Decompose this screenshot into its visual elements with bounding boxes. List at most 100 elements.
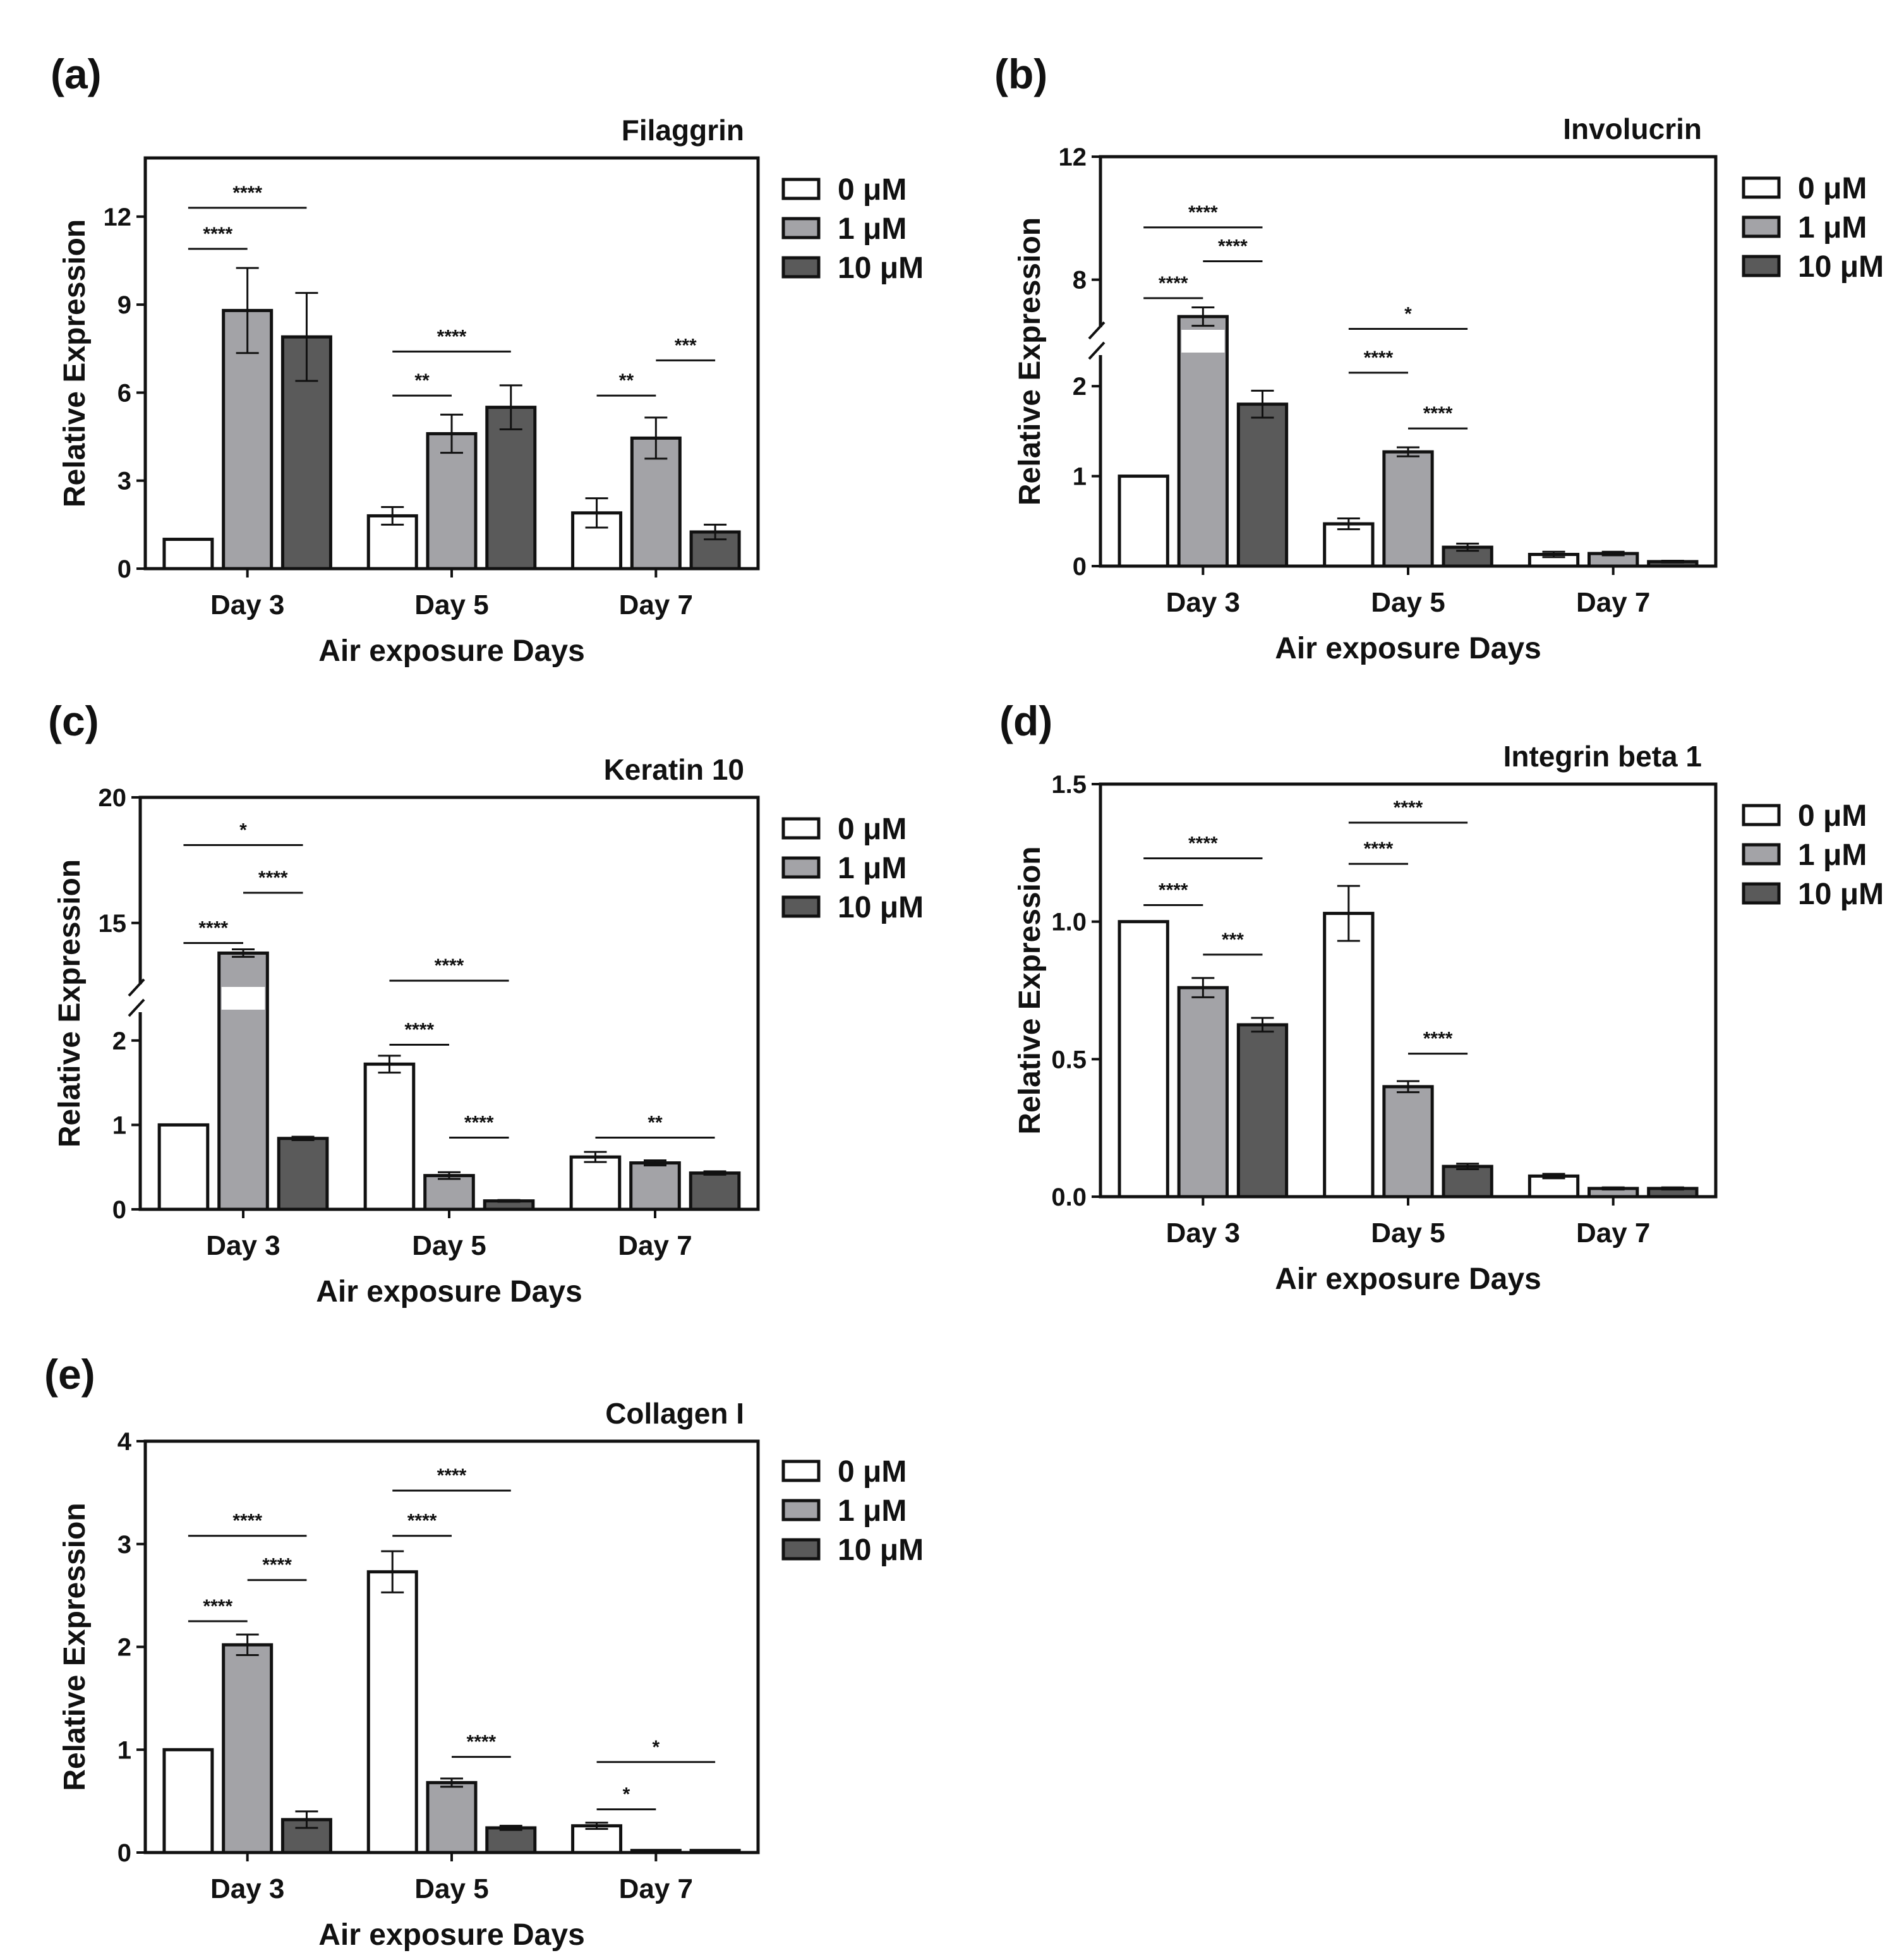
bar [162,1748,214,1854]
chart-filaggrin: (a) Filaggrin 0 3 6 9 12 Day 3 Day 5 Day 7 Air exp… [51,51,924,668]
significance-label: **** [435,955,464,976]
y-tick-label: 8 [1073,267,1087,294]
x-axis-label: Air exposure Days [1275,1262,1541,1296]
y-tick-label: 6 [117,379,131,407]
bar [569,1155,622,1211]
legend-swatch [1742,215,1781,238]
legend-label: 1 μM [838,212,907,246]
significance-label: **** [232,183,262,203]
y-tick-label: 15 [99,910,127,938]
x-tick-label: Day 5 [1371,1218,1445,1249]
significance-label: **** [1159,880,1188,901]
bar [1323,912,1375,1199]
y-tick-label: 0 [1073,553,1087,581]
y-tick-label: 12 [104,203,132,231]
x-tick-label: Day 7 [1576,587,1650,618]
bar [485,406,537,571]
legend-label: 0 μM [838,173,907,207]
chart-title: Filaggrin [622,114,744,147]
x-tick-label: Day 7 [618,1230,692,1261]
y-tick-label: 0.5 [1051,1046,1087,1073]
legend-label: 10 μM [838,1533,924,1567]
axis-break-mark [1088,341,1106,360]
y-tick-label: 1.5 [1051,771,1087,799]
bar-break-gap [1181,330,1225,353]
bar [571,1824,623,1854]
bar [1382,1085,1434,1199]
bar [1382,450,1434,568]
bar [1177,986,1229,1199]
bar [689,1171,741,1211]
legend-label: 1 μM [838,852,907,885]
significance-label: **** [1188,202,1218,223]
significance-label: **** [258,868,288,888]
y-tick-label: 0 [117,1839,131,1867]
axis-break-mark [128,998,145,1017]
x-tick-label: Day 3 [1166,1218,1240,1249]
x-tick-label: Day 5 [414,1873,488,1904]
significance-label: *** [1222,929,1244,950]
legend-swatch [781,856,821,879]
bar [157,1123,210,1211]
y-tick-label: 0 [112,1196,126,1224]
significance-label: **** [1159,273,1188,294]
y-tick-label: 4 [117,1428,132,1456]
y-tick-label: 3 [117,468,131,495]
y-tick-label: 20 [99,784,127,812]
bar [1177,315,1229,568]
significance-label: **** [203,224,232,245]
legend-label: 1 μM [838,1494,907,1528]
significance-label: * [623,1784,630,1805]
x-axis-label: Air exposure Days [318,634,585,668]
axis-break-mark [128,978,145,997]
x-tick-label: Day 3 [1166,587,1240,618]
significance-label: **** [404,1019,434,1040]
y-axis-label: Relative Expression [1013,217,1047,505]
legend-swatch [1742,882,1781,905]
legend-swatch [781,895,821,918]
significance-label: **** [1364,348,1394,368]
y-axis-label: Relative Expression [53,859,87,1147]
x-tick-label: Day 5 [1371,587,1445,618]
x-axis-label: Air exposure Days [316,1275,582,1309]
legend-swatch [781,1538,821,1561]
legend-swatch [781,178,821,200]
legend-label: 1 μM [1798,211,1867,245]
axis-break-mark [1088,321,1106,340]
y-tick-label: 3 [117,1531,131,1559]
y-tick-label: 2 [1073,373,1087,401]
significance-label: **** [198,918,228,939]
x-tick-label: Day 5 [414,590,488,620]
chart-integrin-beta-1: (d) Integrin beta 1 0.0 0.5 1.0 1.5 Day 3 Day 5… [999,698,1884,1296]
chart-collagen-i: (e) Collagen I 0 1 2 3 4 Day 3 Day 5 Day 7 Air exp… [44,1351,924,1952]
bar [689,530,741,571]
legend-swatch [781,256,821,279]
chart-title: Keratin 10 [604,753,744,786]
panel-label: (a) [51,51,102,97]
y-axis-label: Relative Expression [58,219,92,507]
significance-label: **** [437,1465,467,1486]
significance-label: **** [1423,1029,1453,1049]
legend-swatch [781,1460,821,1482]
significance-label: **** [464,1112,494,1133]
significance-label: **** [232,1511,262,1532]
legend-swatch [1742,804,1781,826]
chart-title: Collagen I [605,1397,744,1430]
chart-title: Involucrin [1563,112,1702,145]
bar [426,1781,478,1854]
significance-label: **** [262,1555,292,1576]
legend-swatch [1742,843,1781,866]
significance-label: **** [1218,236,1248,257]
significance-label: **** [407,1511,437,1532]
bar [1236,402,1289,568]
y-tick-label: 12 [1059,143,1087,171]
significance-label: **** [203,1596,232,1617]
legend-label: 0 μM [1798,799,1867,833]
significance-label: * [239,820,247,841]
bar [1442,1164,1493,1199]
legend-swatch [781,817,821,840]
legend-swatch [1742,255,1781,277]
y-tick-label: 1.0 [1051,909,1087,936]
legend-label: 10 μM [1798,878,1884,911]
legend-label: 10 μM [838,251,924,285]
